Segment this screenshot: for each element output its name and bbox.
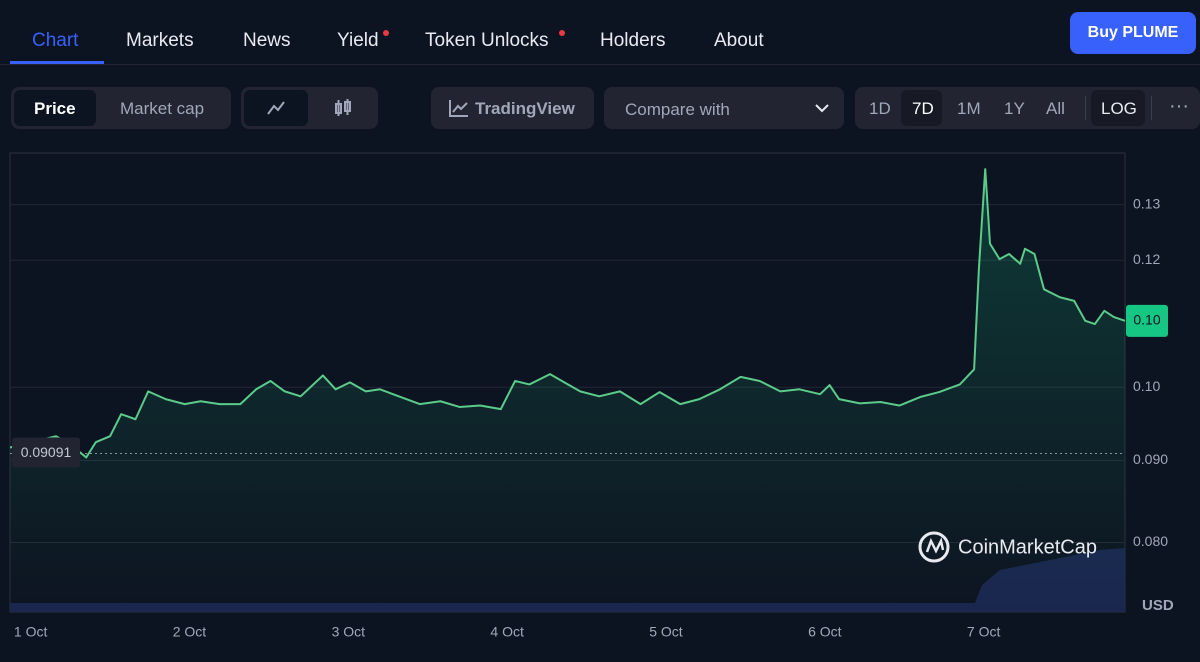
price-badge [1126,304,1168,337]
tab-underline [10,61,104,64]
log-active [1091,90,1145,126]
price-line [9,168,1126,459]
reference-badge [12,437,80,468]
price-area [10,169,1125,612]
y-tick-label: 0.12 [1133,251,1160,267]
tab[interactable]: About [714,30,764,51]
range-group: 1D 7D 1M 1Y All LOG ··· [855,87,1200,129]
y-tick-label: 0.13 [1133,195,1160,211]
new-dot [559,30,565,36]
range[interactable]: 1Y [1004,99,1025,118]
range[interactable]: 1D [869,99,891,118]
y-tick-label: 0.10 [1133,378,1160,394]
more[interactable]: ··· [1169,95,1189,117]
x-tick-label: 4 Oct [490,624,524,640]
reference-label: 0.09091 [21,444,72,460]
y-tick-label: 0.080 [1133,533,1168,549]
tab[interactable]: Yield [337,30,379,51]
range[interactable]: 7D [912,99,934,118]
x-tick-label: 6 Oct [808,624,842,640]
divider [0,64,1200,65]
currency: USD [1142,597,1174,614]
tradingview-label: TradingView [475,99,575,118]
x-tick-label: 2 Oct [173,624,207,640]
buy-button[interactable]: Buy PLUME [1070,12,1196,54]
tab[interactable]: Holders [600,30,666,51]
sep [1151,96,1152,120]
toggle-active [14,90,96,126]
x-tick-label: 1 Oct [14,624,48,640]
tab[interactable]: Token Unlocks [425,30,549,51]
range-active [901,90,942,126]
x-tick-label: 3 Oct [332,624,366,640]
compare-label: Compare with [625,100,730,119]
log-button[interactable]: LOG [1101,99,1137,118]
tradingview-button[interactable]: TradingView [431,87,594,129]
line-icon[interactable] [266,99,286,117]
toggle-group: Price Market cap [11,87,231,129]
tab[interactable]: News [243,30,291,51]
new-dot [383,30,389,36]
price-badge-label: 0.10 [1133,312,1160,328]
x-tick-label: 5 Oct [649,624,683,640]
range[interactable]: 1M [957,99,981,118]
range[interactable]: All [1046,99,1065,118]
y-tick-label: 0.090 [1133,451,1168,467]
chart-style-group [241,87,378,129]
tab[interactable]: Markets [126,30,194,51]
x-tick-label: 7 Oct [967,624,1001,640]
compare-select[interactable]: Compare with [604,87,844,129]
toggle-mcap[interactable]: Market cap [120,99,205,118]
watermark: CoinMarketCap [918,531,1097,563]
tv-icon [449,100,468,117]
candle-icon[interactable] [333,98,353,118]
sep [1085,96,1086,120]
toggle-price[interactable]: Price [34,99,76,118]
chevron [815,104,829,113]
watermark-text: CoinMarketCap [958,536,1097,558]
tab[interactable]: Chart [32,30,79,51]
